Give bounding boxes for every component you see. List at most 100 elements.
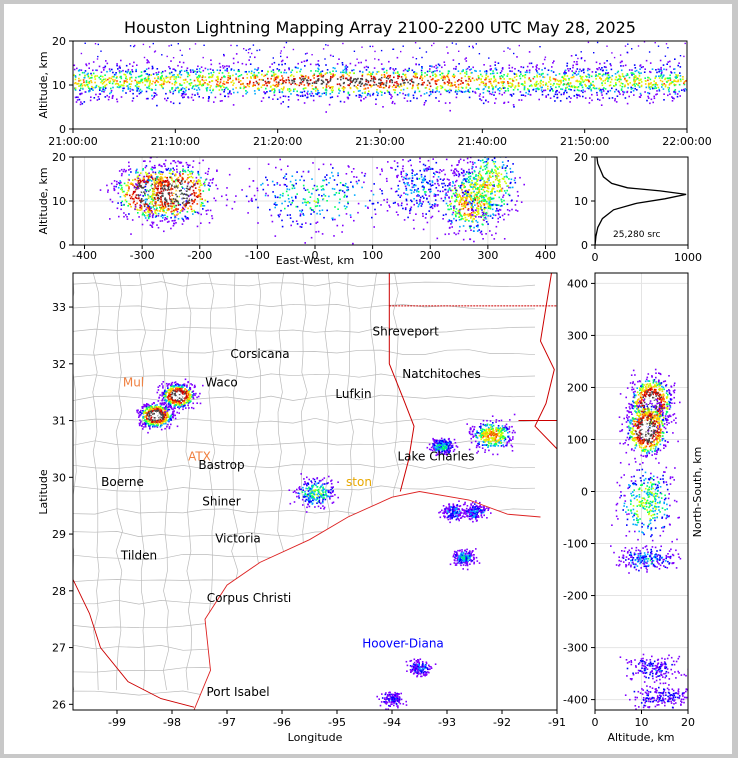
ta-source [604, 88, 607, 90]
ta-source [667, 47, 669, 49]
ew-source [149, 206, 152, 208]
ta-source [338, 87, 340, 90]
ew-source [352, 168, 355, 170]
ew-source [508, 186, 510, 189]
ta-source [230, 81, 232, 84]
ew-source [193, 183, 195, 186]
ew-source [163, 185, 166, 187]
ta-source [206, 83, 209, 85]
ta-source [201, 79, 204, 81]
ta-source [245, 63, 247, 66]
ew-source [149, 208, 152, 210]
ew-source [208, 222, 211, 224]
ta-source [224, 87, 227, 89]
ta-source [149, 46, 151, 48]
ew-source [491, 197, 493, 200]
ta-source [296, 90, 298, 93]
ew-source [196, 225, 199, 228]
ta-source [342, 77, 345, 80]
ew-source [413, 227, 415, 230]
ta-source [538, 68, 540, 70]
ta-source [522, 66, 525, 69]
ta-source [636, 89, 638, 91]
ta-source [112, 94, 114, 97]
ta-source [487, 75, 489, 78]
ta-source [392, 100, 394, 103]
ta-source [518, 44, 520, 47]
ew-source [157, 226, 160, 229]
ta-source [623, 75, 625, 78]
ew-source [405, 187, 408, 190]
ta-source [188, 74, 191, 77]
ew-source [179, 203, 182, 206]
ew-source [185, 203, 188, 205]
ta-source [414, 72, 416, 75]
ta-source [306, 92, 308, 94]
ew-source [252, 180, 255, 182]
ta-source [399, 92, 401, 94]
ta-source [417, 87, 419, 90]
ta-source [653, 80, 655, 82]
ta-source [478, 84, 481, 86]
ta-source [147, 60, 149, 62]
ta-source [549, 83, 552, 85]
ta-source [519, 91, 522, 93]
ew-source [423, 168, 425, 171]
ta-source [624, 45, 627, 47]
ta-source [633, 79, 635, 81]
ta-source [185, 86, 188, 89]
ew-source [303, 179, 305, 182]
ew-source [471, 186, 473, 188]
ta-source [392, 68, 394, 70]
ta-source [274, 89, 276, 92]
ta-source [100, 75, 102, 77]
ew-source [195, 195, 198, 198]
ta-source [644, 77, 646, 79]
ew-source [438, 184, 440, 187]
ta-source [320, 83, 323, 85]
ew-source [483, 194, 485, 197]
ew-source [109, 218, 111, 220]
ta-source [347, 92, 350, 95]
ta-source [232, 62, 235, 65]
ew-source [331, 171, 333, 174]
ta-source [303, 90, 306, 93]
ta-source [224, 76, 226, 78]
ew-source [332, 175, 334, 177]
ta-source [303, 84, 306, 86]
ta-source [614, 99, 616, 102]
ta-source [440, 72, 443, 75]
ew-source [466, 161, 469, 164]
ew-source [156, 187, 158, 190]
ta-source [406, 87, 409, 90]
ta-source [506, 75, 509, 77]
ew-source [130, 233, 132, 235]
ew-source [289, 217, 292, 219]
ew-source [193, 201, 195, 203]
ta-source [266, 73, 268, 76]
ta-source [110, 87, 112, 90]
ta-source [523, 88, 526, 91]
ew-source [397, 214, 399, 216]
ta-source [367, 66, 369, 69]
ta-source [381, 81, 384, 84]
ew-source [192, 171, 194, 173]
ta-source [516, 56, 518, 58]
ta-source [299, 95, 302, 97]
ta-source [665, 43, 668, 45]
ew-source [299, 225, 302, 228]
ta-source [567, 70, 570, 72]
ew-source [147, 204, 149, 207]
ew-source [139, 199, 141, 202]
ew-source [279, 194, 282, 196]
ew-source [449, 226, 451, 229]
ta-source [261, 70, 263, 72]
ta-source [241, 83, 243, 85]
ew-source [193, 200, 196, 202]
ta-source [249, 56, 251, 58]
ta-source [237, 61, 239, 64]
ew-source [203, 181, 206, 184]
ew-source [149, 199, 152, 201]
ta-source [470, 72, 472, 74]
ew-source [342, 224, 344, 227]
